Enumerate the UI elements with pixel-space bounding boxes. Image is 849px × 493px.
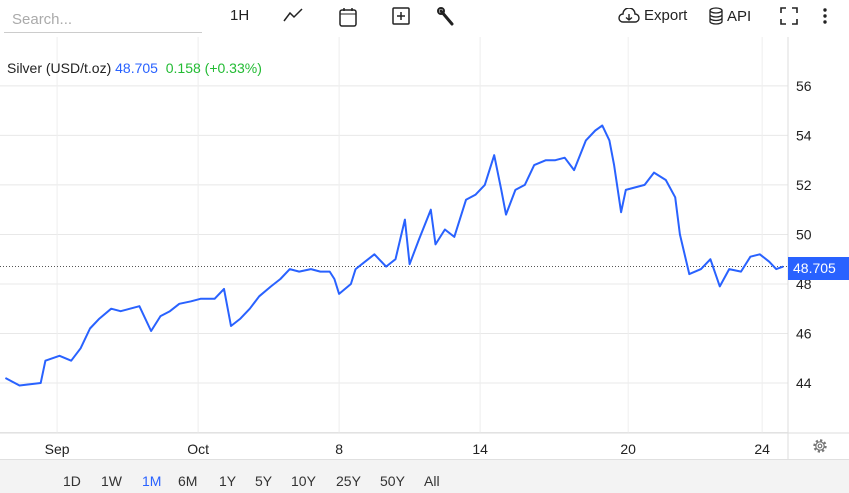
api-button[interactable]: API [709, 7, 751, 25]
calendar-icon[interactable] [339, 7, 357, 27]
last-price-label: 48.705 [788, 257, 849, 280]
y-tick-label: 56 [796, 78, 812, 94]
y-tick-label: 52 [796, 177, 812, 193]
range-button-6m[interactable]: 6M [178, 473, 198, 489]
chart-type-icon[interactable] [283, 7, 303, 23]
x-tick-label: Oct [187, 441, 209, 457]
chart-legend: Silver (USD/t.oz) 48.705 0.158 (+0.33%) [7, 60, 262, 76]
range-button-5y[interactable]: 5Y [255, 473, 273, 489]
range-button-all[interactable]: All [424, 473, 440, 489]
x-tick-label: 14 [472, 441, 488, 457]
range-selector: 1D 1W 1M 6M 1Y 5Y 10Y 25Y 50Y All [0, 459, 849, 493]
export-button[interactable]: Export [618, 7, 687, 24]
settings-gear-icon[interactable] [811, 437, 829, 460]
search-input[interactable] [4, 6, 202, 33]
fullscreen-icon[interactable] [780, 7, 798, 25]
add-indicator-icon[interactable] [392, 7, 410, 25]
toolbar: 1H Export API [0, 0, 849, 37]
interval-button[interactable]: 1H [230, 7, 250, 24]
database-icon [709, 7, 723, 25]
range-button-1m[interactable]: 1M [142, 473, 162, 489]
y-tick-label: 44 [796, 375, 812, 391]
range-button-10y[interactable]: 10Y [291, 473, 316, 489]
y-tick-label: 46 [796, 325, 812, 341]
range-button-25y[interactable]: 25Y [336, 473, 361, 489]
x-tick-label: 24 [754, 441, 770, 457]
x-tick-label: 8 [335, 441, 343, 457]
range-button-1y[interactable]: 1Y [219, 473, 237, 489]
range-button-50y[interactable]: 50Y [380, 473, 405, 489]
y-tick-label: 54 [796, 127, 812, 143]
wrench-icon[interactable] [437, 7, 455, 27]
y-tick-label: 50 [796, 226, 812, 242]
legend-change: 0.158 (+0.33%) [165, 60, 262, 76]
price-series-line [4, 124, 784, 387]
cloud-download-icon [618, 7, 640, 23]
x-tick-label: 20 [620, 441, 636, 457]
more-menu-icon[interactable] [822, 7, 828, 25]
x-tick-label: Sep [45, 441, 70, 457]
range-button-1w[interactable]: 1W [101, 473, 122, 489]
range-button-1d[interactable]: 1D [63, 473, 81, 489]
api-label: API [727, 7, 752, 25]
legend-price: 48.705 [115, 60, 158, 76]
instrument-name: Silver (USD/t.oz) [7, 60, 112, 76]
export-label: Export [644, 7, 688, 24]
